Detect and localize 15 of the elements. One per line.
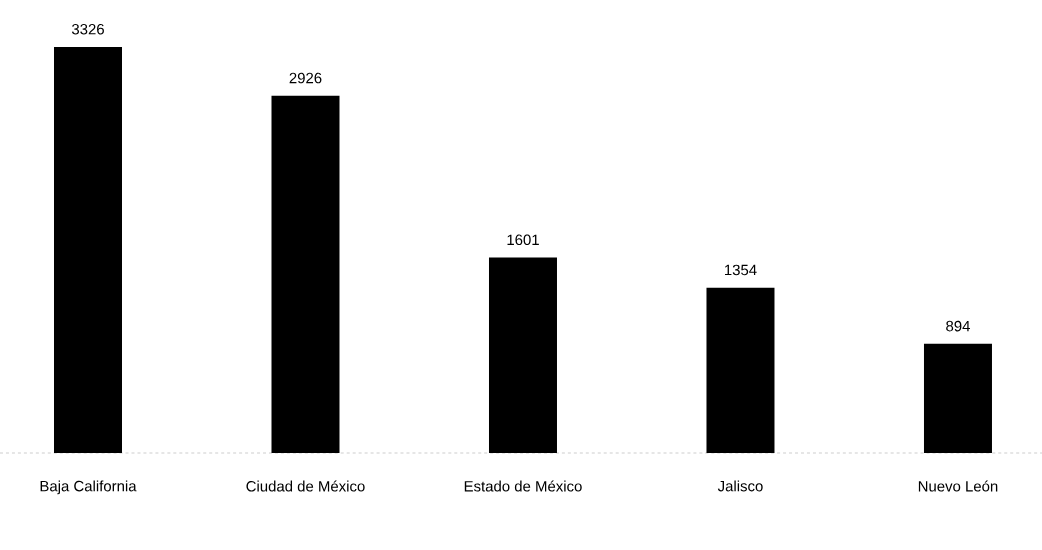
x-tick-label: Nuevo León [918, 480, 998, 492]
bar [271, 95, 340, 453]
bar [488, 257, 557, 453]
x-tick-label: Estado de México [464, 480, 582, 492]
data-label: 3326 [71, 23, 104, 35]
data-label: 1354 [725, 264, 757, 276]
x-tick-label: Jalisco [717, 480, 763, 492]
x-tick-label: Ciudad de México [246, 480, 365, 492]
bar [706, 287, 775, 453]
bar [54, 46, 122, 453]
x-tick-label: Baja California [40, 480, 137, 495]
data-label: 2926 [289, 72, 322, 84]
data-label: 894 [946, 320, 970, 332]
bar [923, 343, 992, 453]
data-label: 1601 [507, 234, 539, 246]
